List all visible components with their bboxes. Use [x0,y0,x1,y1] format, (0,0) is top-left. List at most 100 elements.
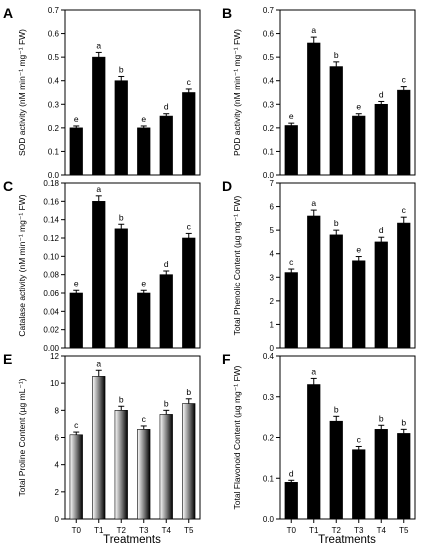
bar-a [137,127,151,176]
y-tick-label-e: 8 [55,406,60,415]
x-tick-label-f: T2 [332,526,342,535]
y-tick-label-a: 0.0 [48,171,60,180]
y-tick-label-e: 4 [55,461,60,470]
x-tick-label-f: T4 [377,526,387,535]
significance-label-c: b [119,212,124,222]
bar-b [329,66,343,176]
panel-letter-a: A [3,5,13,21]
y-axis-title-b: POD activity (nM min⁻¹ mg⁻¹ FW) [232,29,242,156]
bar-e [159,414,173,520]
y-tick-label-c: 0.02 [43,326,59,335]
significance-label-b: e [289,111,294,121]
bar-a [159,115,173,176]
y-tick-label-f: 0.1 [263,474,275,483]
y-tick-label-b: 0.5 [263,53,275,62]
bar-f [397,433,411,520]
bar-c [159,274,173,349]
y-axis-title-d: Total Phenolic Content (µg mg⁻¹ FW) [232,195,242,335]
y-tick-label-c: 0.14 [43,216,59,225]
significance-label-b: a [311,25,316,35]
x-tick-label-e: T1 [94,526,104,535]
y-tick-label-b: 0.4 [263,77,275,86]
panel-a: A 0.0 0.1 0.2 0.3 0.4 0.5 0.6 0.7 SOD activity (n… [3,5,201,180]
bar-e [137,429,151,520]
y-tick-label-f: 0.3 [263,393,275,402]
y-tick-label-b: 0.6 [263,30,275,39]
significance-label-e: c [74,420,79,430]
bar-c [137,292,151,349]
x-tick-label-e: T0 [72,526,82,535]
y-tick-label-d: 1 [270,320,275,329]
y-tick-label-c: 0.10 [43,252,59,261]
y-axis-title-c: Catalase activity (nM min⁻¹ mg⁻¹ FW) [17,194,27,336]
bar-a [114,80,128,176]
y-tick-label-a: 0.2 [48,124,60,133]
bar-f [352,449,366,520]
significance-label-c: a [96,184,101,194]
panel-letter-e: E [3,351,12,367]
bar-a [92,56,106,176]
bar-c [182,237,196,349]
significance-label-d: e [356,245,361,255]
y-tick-label-d: 6 [270,203,275,212]
y-tick-label-f: 0.0 [263,515,275,524]
y-tick-label-e: 6 [55,434,60,443]
bar-c [114,228,128,349]
y-tick-label-a: 0.3 [48,100,60,109]
significance-label-f: b [334,404,339,414]
bar-f [307,384,321,520]
x-tick-label-e: T4 [162,526,172,535]
y-tick-label-f: 0.4 [263,352,275,361]
significance-label-b: d [379,89,384,99]
y-tick-label-e: 12 [50,352,59,361]
significance-label-f: b [401,417,406,427]
y-tick-label-e: 10 [50,379,59,388]
bar-b [284,125,298,176]
significance-label-a: d [164,102,169,112]
y-tick-label-c: 0.06 [43,289,59,298]
panel-letter-c: C [3,178,13,194]
bar-d [352,260,366,349]
panel-c: C 0.00 0.02 0.04 0.06 0.08 0.10 0.12 0.14 0.16 0.1… [3,178,201,353]
plot-frame-c [64,182,201,349]
significance-label-e: b [164,398,169,408]
significance-label-e: b [186,387,191,397]
bar-a [182,92,196,176]
bar-c [69,292,83,349]
y-tick-label-b: 0.2 [263,124,275,133]
y-tick-label-e: 2 [55,488,60,497]
x-tick-label-f: T1 [309,526,319,535]
significance-label-b: c [402,75,407,85]
x-tick-label-f: T3 [354,526,364,535]
y-axis-title-a: SOD activity (nM min⁻¹ mg⁻¹ FW) [17,29,27,156]
significance-label-e: c [142,414,147,424]
x-tick-label-f: T0 [287,526,297,535]
y-tick-label-c: 0.12 [43,234,59,243]
bar-b [352,115,366,176]
bar-f [284,482,298,520]
y-tick-label-a: 0.1 [48,147,60,156]
y-tick-label-c: 0.04 [43,307,59,316]
y-axis-title-e: Total Proline Content (µg mL⁻¹) [17,378,27,496]
significance-label-a: a [96,40,101,50]
significance-label-e: a [96,358,101,368]
panel-d: D 0 1 2 3 4 5 6 7 Total Phenolic Content (µg mg⁻¹… [222,178,416,353]
bar-c [92,201,106,349]
plot-frame-e [64,355,201,520]
x-tick-label-e: T3 [139,526,149,535]
bar-e [114,410,128,520]
significance-label-b: e [356,102,361,112]
significance-label-a: b [119,64,124,74]
significance-label-a: e [141,114,146,124]
plot-frame-f [279,355,416,520]
y-axis-title-f: Total Flavonoid Content (µg mg⁻¹ FW) [232,365,242,509]
bar-d [374,241,388,349]
significance-label-c: c [187,221,192,231]
panel-b: B 0.0 0.1 0.2 0.3 0.4 0.5 0.6 0.7 POD activity (n… [222,5,416,180]
y-tick-label-d: 2 [270,297,275,306]
bar-d [329,234,343,349]
y-tick-label-c: 0.00 [43,344,59,353]
significance-label-d: d [379,225,384,235]
bar-b [374,103,388,176]
